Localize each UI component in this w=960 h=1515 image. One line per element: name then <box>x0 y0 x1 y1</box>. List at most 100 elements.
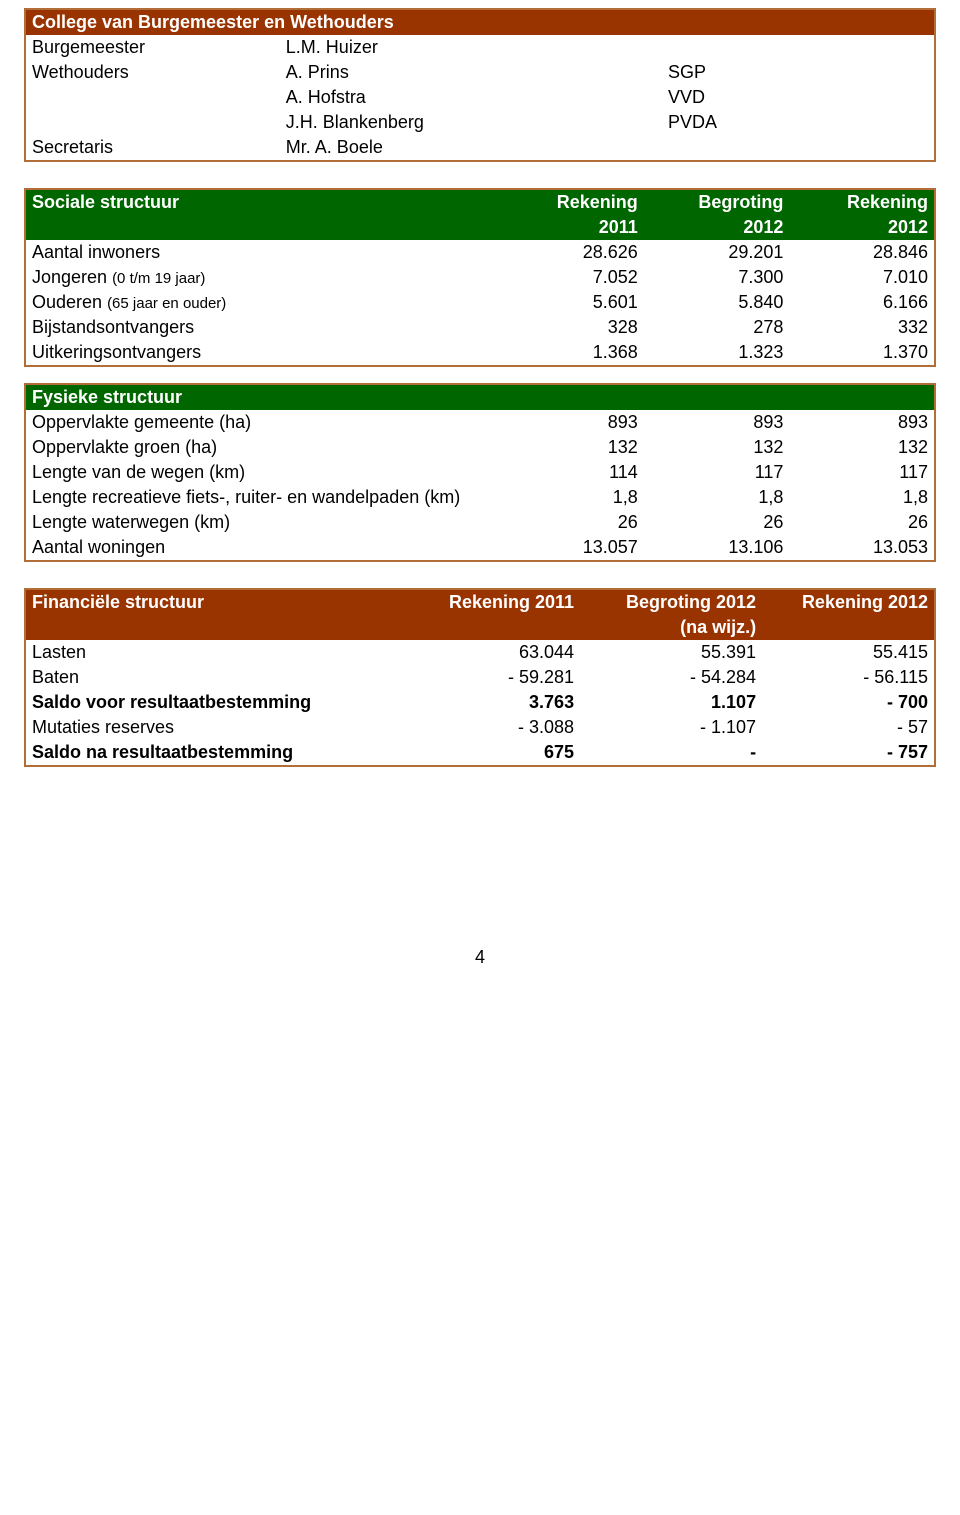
role-cell: Secretaris <box>25 135 280 161</box>
role-cell: Burgemeester <box>25 35 280 60</box>
row-label: Lasten <box>25 640 407 665</box>
row-value: 29.201 <box>644 240 790 265</box>
row-value: 328 <box>498 315 644 340</box>
table-row: Oppervlakte groen (ha) 132 132 132 <box>25 435 935 460</box>
row-value: 332 <box>789 315 935 340</box>
row-value: 26 <box>789 510 935 535</box>
financiele-title: Financiële structuur <box>25 589 407 615</box>
row-value: 26 <box>498 510 644 535</box>
sociale-title: Sociale structuur <box>25 189 498 215</box>
table-row: Lengte recreatieve fiets-, ruiter- en wa… <box>25 485 935 510</box>
col-header: Rekening 2012 <box>762 589 935 615</box>
table-row: Aantal woningen 13.057 13.106 13.053 <box>25 535 935 561</box>
row-value: 117 <box>644 460 790 485</box>
row-value: - 1.107 <box>580 715 762 740</box>
row-value: 55.415 <box>762 640 935 665</box>
table-row: Aantal inwoners 28.626 29.201 28.846 <box>25 240 935 265</box>
table-row: Jongeren (0 t/m 19 jaar) 7.052 7.300 7.0… <box>25 265 935 290</box>
row-value: 1,8 <box>789 485 935 510</box>
row-value: 278 <box>644 315 790 340</box>
row-value: 1.370 <box>789 340 935 366</box>
row-label: Mutaties reserves <box>25 715 407 740</box>
col-header: Begroting 2012 <box>580 589 762 615</box>
row-value: - 57 <box>762 715 935 740</box>
row-value: 13.053 <box>789 535 935 561</box>
role-cell <box>25 110 280 135</box>
row-label: Uitkeringsontvangers <box>25 340 498 366</box>
row-label: Lengte recreatieve fiets-, ruiter- en wa… <box>25 485 498 510</box>
row-label: Saldo voor resultaatbestemming <box>25 690 407 715</box>
party-cell: VVD <box>662 85 935 110</box>
row-label: Oppervlakte groen (ha) <box>25 435 498 460</box>
row-value: 132 <box>789 435 935 460</box>
name-cell: L.M. Huizer <box>280 35 662 60</box>
row-value: - 59.281 <box>407 665 580 690</box>
row-value: 7.300 <box>644 265 790 290</box>
table-row: Lengte waterwegen (km) 26 26 26 <box>25 510 935 535</box>
party-cell: SGP <box>662 60 935 85</box>
row-label: Jongeren (0 t/m 19 jaar) <box>25 265 498 290</box>
col-header: Rekening <box>789 189 935 215</box>
name-cell: J.H. Blankenberg <box>280 110 662 135</box>
row-value: 7.010 <box>789 265 935 290</box>
table-row: Mutaties reserves - 3.088 - 1.107 - 57 <box>25 715 935 740</box>
table-row: Saldo na resultaatbestemming 675 - - 757 <box>25 740 935 766</box>
party-cell <box>662 35 935 60</box>
table-row: Baten - 59.281 - 54.284 - 56.115 <box>25 665 935 690</box>
row-value: - 757 <box>762 740 935 766</box>
row-value: 132 <box>644 435 790 460</box>
col-subheader: (na wijz.) <box>580 615 762 640</box>
row-label: Lengte waterwegen (km) <box>25 510 498 535</box>
row-value: 1.107 <box>580 690 762 715</box>
table-row: Lasten 63.044 55.391 55.415 <box>25 640 935 665</box>
row-value: - 56.115 <box>762 665 935 690</box>
row-value: - 3.088 <box>407 715 580 740</box>
row-value: 13.057 <box>498 535 644 561</box>
row-value: 1.368 <box>498 340 644 366</box>
table-row: J.H. Blankenberg PVDA <box>25 110 935 135</box>
row-value: 28.626 <box>498 240 644 265</box>
row-value: - 54.284 <box>580 665 762 690</box>
row-value: 675 <box>407 740 580 766</box>
row-value: 7.052 <box>498 265 644 290</box>
table-row: Secretaris Mr. A. Boele <box>25 135 935 161</box>
college-table: College van Burgemeester en Wethouders B… <box>24 8 936 162</box>
table-row: Burgemeester L.M. Huizer <box>25 35 935 60</box>
year-header: 2012 <box>644 215 790 240</box>
row-value: 28.846 <box>789 240 935 265</box>
name-cell: Mr. A. Boele <box>280 135 662 161</box>
party-cell: PVDA <box>662 110 935 135</box>
row-value: 893 <box>789 410 935 435</box>
fysieke-table: Fysieke structuur Oppervlakte gemeente (… <box>24 383 936 562</box>
table-row: Wethouders A. Prins SGP <box>25 60 935 85</box>
col-header: Rekening 2011 <box>407 589 580 615</box>
year-header: 2012 <box>789 215 935 240</box>
sociale-table: Sociale structuur Rekening Begroting Rek… <box>24 188 936 367</box>
col-header: Begroting <box>644 189 790 215</box>
row-value: 132 <box>498 435 644 460</box>
table-row: Ouderen (65 jaar en ouder) 5.601 5.840 6… <box>25 290 935 315</box>
row-value: 893 <box>644 410 790 435</box>
financiele-table: Financiële structuur Rekening 2011 Begro… <box>24 588 936 767</box>
row-label: Aantal inwoners <box>25 240 498 265</box>
row-value: 1.323 <box>644 340 790 366</box>
row-value: 893 <box>498 410 644 435</box>
table-row: A. Hofstra VVD <box>25 85 935 110</box>
row-value: 63.044 <box>407 640 580 665</box>
row-value: 55.391 <box>580 640 762 665</box>
row-label: Saldo na resultaatbestemming <box>25 740 407 766</box>
row-label: Oppervlakte gemeente (ha) <box>25 410 498 435</box>
row-value: 1,8 <box>644 485 790 510</box>
row-value: 6.166 <box>789 290 935 315</box>
table-row: Oppervlakte gemeente (ha) 893 893 893 <box>25 410 935 435</box>
row-label: Lengte van de wegen (km) <box>25 460 498 485</box>
name-cell: A. Prins <box>280 60 662 85</box>
row-value: 114 <box>498 460 644 485</box>
row-label: Ouderen (65 jaar en ouder) <box>25 290 498 315</box>
role-cell <box>25 85 280 110</box>
party-cell <box>662 135 935 161</box>
name-cell: A. Hofstra <box>280 85 662 110</box>
fysieke-title: Fysieke structuur <box>25 384 498 410</box>
table-row: Lengte van de wegen (km) 114 117 117 <box>25 460 935 485</box>
table-row: Uitkeringsontvangers 1.368 1.323 1.370 <box>25 340 935 366</box>
